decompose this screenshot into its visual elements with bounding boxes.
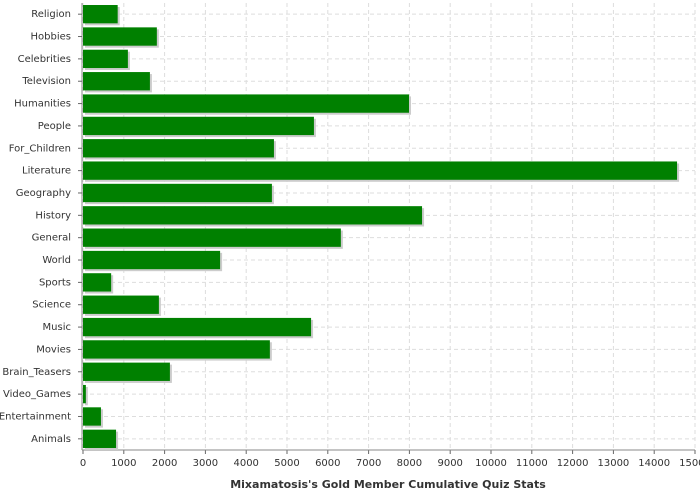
x-tick-label: 5000: [274, 458, 299, 469]
bar: [83, 161, 678, 180]
x-tick-label: 2000: [152, 458, 177, 469]
x-tick-label: 4000: [233, 458, 258, 469]
bar: [83, 295, 159, 314]
y-tick-label: Geography: [16, 188, 71, 199]
bar: [83, 384, 86, 404]
bar: [83, 72, 150, 91]
bar: [83, 94, 409, 113]
x-tick-label: 3000: [193, 458, 218, 469]
y-tick-label: Animals: [31, 434, 71, 445]
bar-shadow: [85, 386, 88, 406]
y-tick-label: Religion: [31, 9, 71, 20]
y-tick-label: General: [32, 233, 71, 244]
x-tick-label: 1000: [111, 458, 136, 469]
y-tick-label: Video_Games: [3, 389, 71, 400]
bar: [83, 27, 157, 46]
y-tick-label: Brain_Teasers: [2, 367, 71, 378]
x-tick-label: 0: [80, 458, 86, 469]
y-tick-label: Literature: [22, 166, 71, 177]
x-tick-label: 10000: [475, 458, 507, 469]
x-tick-label: 8000: [397, 458, 422, 469]
bar: [83, 429, 117, 448]
bar: [83, 407, 101, 426]
y-tick-label: Celebrities: [18, 54, 71, 65]
x-tick-label: 6000: [315, 458, 340, 469]
x-tick-label: 11000: [516, 458, 548, 469]
x-tick-label: 15000: [679, 458, 700, 469]
bar: [83, 116, 314, 136]
y-tick-label: Humanities: [14, 99, 71, 110]
bar: [83, 362, 170, 381]
y-tick-label: World: [42, 255, 71, 266]
bar: [83, 5, 118, 24]
x-tick-label: 14000: [638, 458, 670, 469]
bar: [83, 206, 423, 225]
bar: [83, 228, 341, 247]
y-tick-label: People: [38, 121, 71, 132]
x-axis-label: Mixamatosis's Gold Member Cumulative Qui…: [230, 478, 546, 491]
y-tick-label: Science: [32, 300, 71, 311]
bar: [83, 273, 112, 292]
bar: [83, 250, 221, 270]
y-tick-label: Hobbies: [31, 32, 71, 43]
bar: [83, 139, 274, 158]
bar: [83, 317, 312, 337]
y-tick-label: Television: [21, 76, 71, 87]
y-tick-label: Music: [43, 322, 71, 333]
y-tick-label: Entertainment: [0, 411, 71, 422]
bar: [83, 183, 272, 203]
bar: [83, 49, 128, 69]
y-tick-label: Movies: [36, 344, 71, 355]
x-tick-label: 12000: [557, 458, 589, 469]
y-tick-label: For_Children: [9, 143, 71, 154]
x-tick-label: 9000: [437, 458, 462, 469]
x-tick-label: 13000: [597, 458, 629, 469]
bar: [83, 340, 270, 359]
y-tick-label: History: [35, 210, 71, 221]
y-tick-label: Sports: [39, 277, 71, 288]
x-tick-label: 7000: [356, 458, 381, 469]
